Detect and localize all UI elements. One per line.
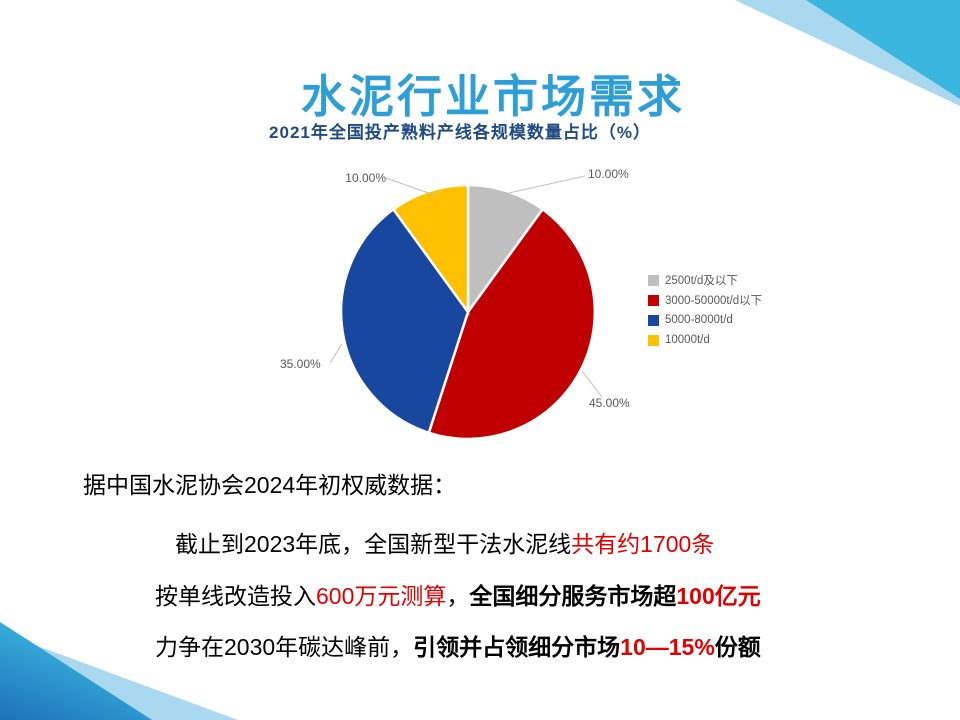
pie-slices-group [339, 183, 597, 441]
leader-lines-group [329, 175, 603, 398]
page-title: 水泥行业市场需求 [300, 71, 685, 122]
body-text-segment: 全国细分服务市场超 [469, 583, 677, 609]
pie-slice-2 [339, 207, 470, 435]
pie-slice-3 [391, 183, 470, 316]
leader-line-yellow [385, 177, 438, 197]
body-text-segment: 按单线改造投入 [155, 583, 316, 609]
leader-line-red [581, 370, 603, 398]
body-line: 力争在2030年碳达峰前，引领并占领细分市场10—15%份额 [155, 628, 761, 662]
legend-label: 2500t/d及以下 [665, 275, 738, 287]
pie-label-blue: 35.00% [280, 357, 321, 371]
leader-line-blue [329, 343, 343, 364]
chart-legend: 2500t/d及以下 3000-50000t/d以下 5000-8000t/d … [648, 270, 762, 350]
body-line: 截止到2023年底，全国新型干法水泥线共有约1700条 [175, 525, 714, 559]
body-text-segment: ， [446, 583, 470, 609]
body-text-segment: 份额 [714, 634, 761, 660]
legend-item: 2500t/d及以下 [648, 270, 762, 290]
legend-item: 10000t/d [648, 330, 762, 350]
legend-item: 5000-8000t/d [648, 310, 762, 330]
body-line: 据中国水泥协会2024年初权威数据： [83, 466, 456, 500]
leader-line-gray [508, 175, 586, 194]
legend-label: 3000-50000t/d以下 [665, 295, 763, 307]
legend-swatch-blue [648, 314, 659, 326]
legend-label: 5000-8000t/d [665, 314, 733, 326]
body-text-segment: 100亿元 [676, 583, 761, 609]
body-text-segment: 力争在2030年碳达峰前， [155, 634, 414, 660]
chart-title: 2021年全国投产熟料产线各规模数量占比（%） [269, 123, 651, 142]
legend-swatch-gray [648, 274, 659, 286]
body-text-segment: 引领并占领细分市场 [413, 634, 621, 660]
pie-label-red: 45.00% [589, 396, 630, 410]
body-text-segment: 共有约1700条 [571, 531, 715, 557]
body-text-segment: 10—15% [620, 634, 715, 660]
legend-label: 10000t/d [665, 334, 710, 346]
body-text-segment: 据中国水泥协会2024年初权威数据： [83, 472, 457, 498]
pie-label-yellow: 10.00% [345, 171, 386, 185]
legend-item: 3000-50000t/d以下 [648, 290, 762, 310]
pie-slice-1 [427, 207, 597, 441]
body-line: 按单线改造投入600万元测算，全国细分服务市场超100亿元 [155, 577, 761, 611]
legend-swatch-yellow [648, 334, 659, 346]
top-right-teal-triangle [806, 0, 960, 99]
body-text-segment: 截止到2023年底，全国新型干法水泥线 [175, 531, 572, 557]
body-text-segment: 600万元测算 [316, 583, 447, 609]
pie-label-gray: 10.00% [588, 167, 629, 181]
bottom-left-teal-triangle [0, 622, 152, 720]
legend-swatch-red [648, 294, 659, 306]
pie-slice-0 [466, 183, 545, 316]
